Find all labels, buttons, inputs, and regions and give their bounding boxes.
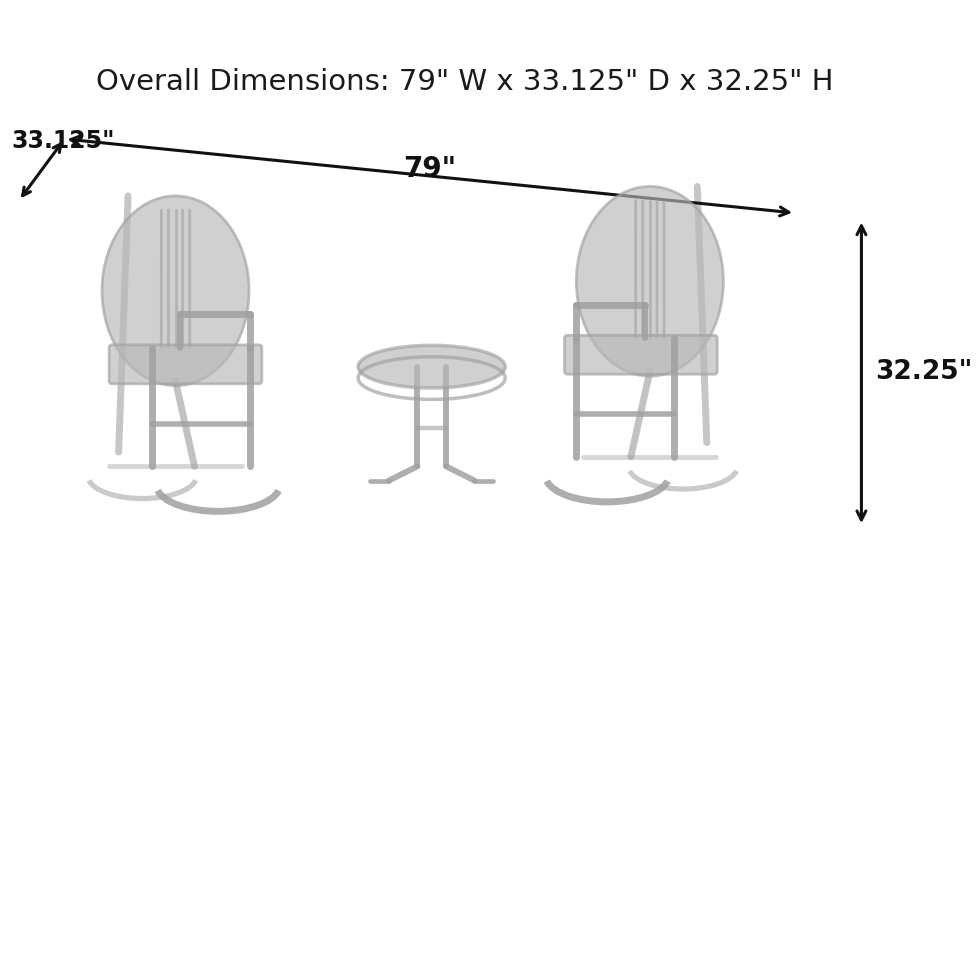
Text: Overall Dimensions: 79" W x 33.125" D x 32.25" H: Overall Dimensions: 79" W x 33.125" D x … (96, 68, 834, 96)
Text: 79": 79" (403, 155, 457, 183)
FancyBboxPatch shape (109, 345, 262, 384)
FancyBboxPatch shape (564, 335, 717, 374)
Text: 33.125": 33.125" (12, 129, 115, 154)
Ellipse shape (102, 196, 249, 386)
Ellipse shape (358, 345, 505, 388)
Text: 32.25": 32.25" (875, 360, 972, 385)
Ellipse shape (576, 186, 723, 376)
